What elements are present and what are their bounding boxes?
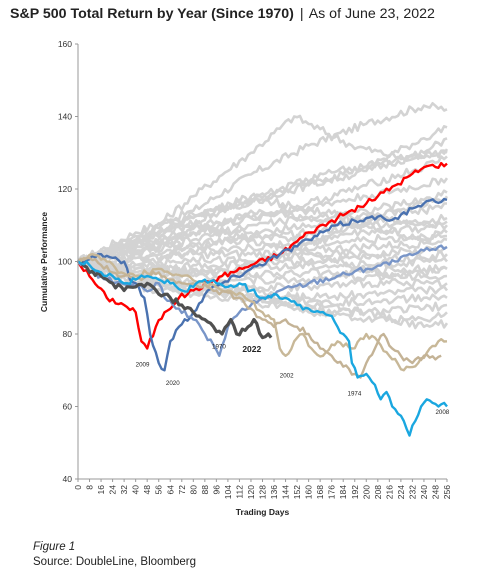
x-tick-label: 168 xyxy=(315,485,325,499)
x-tick-label: 64 xyxy=(165,485,175,495)
chart-title: S&P 500 Total Return by Year (Since 1970… xyxy=(10,6,435,22)
y-tick-label: 40 xyxy=(63,474,73,484)
y-tick-label: 120 xyxy=(58,184,72,194)
x-tick-label: 200 xyxy=(361,485,371,499)
series-line-2022 xyxy=(77,259,273,340)
x-tick-label: 72 xyxy=(177,485,187,495)
background-series-line xyxy=(77,195,449,280)
x-tick-label: 104 xyxy=(223,485,233,499)
x-tick-label: 208 xyxy=(373,485,383,499)
series-label-1970: 1970 xyxy=(212,344,226,351)
x-tick-label: 160 xyxy=(304,485,314,499)
x-tick-label: 184 xyxy=(338,485,348,499)
x-tick-label: 112 xyxy=(234,485,244,499)
x-tick-label: 56 xyxy=(154,485,164,495)
background-series-line xyxy=(77,259,448,285)
chart-title-asof: As of June 23, 2022 xyxy=(308,6,435,22)
background-series-line xyxy=(77,260,448,309)
x-tick-label: 120 xyxy=(246,485,256,499)
y-tick-label: 60 xyxy=(63,402,73,412)
x-tick-label: 144 xyxy=(281,485,291,499)
series-labels-group: 2009 2020 1970 2022 2002 1974 2008 xyxy=(136,344,450,416)
series-line-2020 xyxy=(77,197,448,372)
series-label-2002: 2002 xyxy=(280,373,294,380)
series-line-2008 xyxy=(77,260,448,437)
y-tick-label: 80 xyxy=(63,329,73,339)
x-tick-label: 224 xyxy=(396,485,406,499)
x-tick-label: 32 xyxy=(119,485,129,495)
figure-source: Source: DoubleLine, Bloomberg xyxy=(33,556,197,568)
background-series-line xyxy=(77,149,448,264)
background-series-line xyxy=(76,102,448,263)
x-tick-label: 16 xyxy=(96,485,106,495)
series-label-2022: 2022 xyxy=(242,344,261,354)
x-tick-label: 128 xyxy=(258,485,268,499)
y-axis-label: Cumulative Performance xyxy=(39,212,49,312)
x-tick-label: 232 xyxy=(407,485,417,499)
x-tick-label: 176 xyxy=(327,485,337,499)
x-tick-label: 152 xyxy=(292,485,302,499)
series-line-2009 xyxy=(76,161,448,350)
x-tick-label: 80 xyxy=(188,485,198,495)
x-tick-label: 136 xyxy=(269,485,279,499)
x-tick-label: 40 xyxy=(131,485,141,495)
x-tick-label: 88 xyxy=(200,485,210,495)
x-tick-label: 248 xyxy=(430,485,440,499)
series-label-2008: 2008 xyxy=(435,409,449,416)
x-tick-label: 216 xyxy=(384,485,394,499)
series-label-2020: 2020 xyxy=(166,380,180,387)
x-tick-label: 0 xyxy=(73,485,83,490)
series-label-1974: 1974 xyxy=(348,391,362,398)
x-tick-label: 8 xyxy=(85,485,95,490)
x-tick-label: 240 xyxy=(419,485,429,499)
highlighted-series-group xyxy=(76,161,448,437)
title-separator: | xyxy=(299,6,304,22)
y-tick-label: 160 xyxy=(58,39,72,49)
figure-label: Figure 1 xyxy=(33,541,76,553)
x-tick-label: 192 xyxy=(350,485,360,499)
background-series-line xyxy=(77,222,448,280)
background-series-group xyxy=(76,102,449,330)
y-tick-label: 100 xyxy=(58,257,72,267)
x-axis-label: Trading Days xyxy=(236,507,290,517)
x-tick-label: 96 xyxy=(211,485,221,495)
series-label-2009: 2009 xyxy=(136,362,150,369)
y-tick-label: 140 xyxy=(58,112,72,122)
x-tick-label: 48 xyxy=(142,485,152,495)
chart-title-main: S&P 500 Total Return by Year (Since 1970… xyxy=(10,6,294,22)
x-tick-label: 256 xyxy=(442,485,452,499)
x-tick-label: 24 xyxy=(108,485,118,495)
